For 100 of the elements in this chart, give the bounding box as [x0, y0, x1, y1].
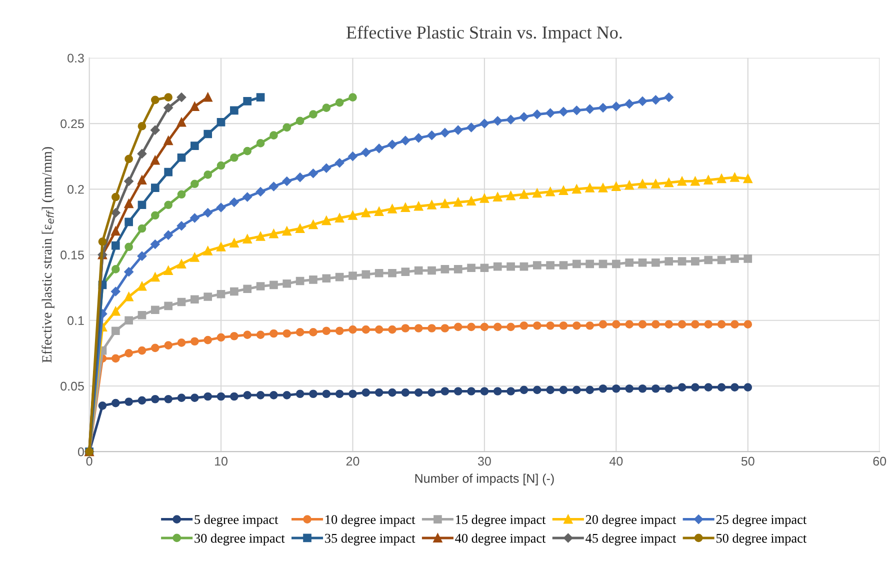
point: [124, 398, 133, 406]
point: [335, 214, 344, 223]
point: [203, 246, 212, 256]
point: [270, 280, 278, 290]
point: [572, 386, 581, 394]
point: [230, 332, 238, 340]
point: [190, 394, 199, 402]
point: [559, 321, 568, 330]
point: [137, 282, 146, 291]
point: [520, 386, 528, 394]
point: [150, 272, 160, 282]
point: [124, 154, 133, 164]
point: [98, 402, 107, 410]
point: [374, 388, 384, 397]
point: [335, 326, 344, 336]
point: [532, 188, 542, 198]
point: [612, 384, 620, 393]
point: [454, 198, 463, 207]
point: [493, 387, 502, 396]
y-tick-label: 0.15: [60, 250, 84, 260]
point: [506, 322, 515, 332]
point: [138, 200, 146, 210]
point: [480, 118, 490, 128]
point: [586, 260, 594, 268]
legend-label: 15 degree impact: [456, 514, 546, 527]
point: [532, 261, 542, 270]
point: [559, 261, 568, 270]
point: [388, 140, 397, 150]
point: [296, 276, 304, 286]
point: [176, 259, 186, 268]
point: [717, 383, 726, 392]
point: [519, 112, 529, 122]
point: [427, 130, 436, 140]
point: [480, 387, 489, 396]
point: [704, 320, 713, 328]
point: [546, 386, 554, 394]
point: [296, 390, 304, 398]
point: [678, 320, 686, 328]
point: [506, 387, 515, 396]
point: [625, 258, 634, 267]
point: [282, 176, 292, 186]
point: [440, 324, 450, 332]
point: [270, 391, 278, 400]
point: [335, 98, 344, 107]
point: [664, 178, 674, 188]
point: [282, 279, 292, 288]
point: [440, 128, 450, 138]
point: [138, 122, 146, 130]
point: [309, 328, 318, 336]
point: [137, 175, 146, 184]
point: [730, 254, 739, 263]
y-axis-title: Effective plastic strain [ε$_{eff}$] (mm/mm): [42, 147, 54, 363]
point: [532, 321, 542, 330]
point: [216, 118, 226, 126]
point: [243, 330, 252, 339]
point: [216, 202, 226, 212]
point: [651, 179, 660, 188]
point: [467, 387, 476, 396]
point: [296, 328, 304, 336]
point: [322, 104, 331, 112]
point: [137, 251, 147, 261]
point: [322, 216, 331, 226]
point: [256, 187, 266, 196]
point: [334, 158, 344, 168]
point: [164, 168, 172, 176]
point: [691, 383, 700, 392]
point: [124, 267, 134, 276]
point: [678, 257, 686, 266]
point: [230, 153, 238, 162]
point: [111, 192, 120, 202]
point: [335, 390, 344, 398]
point: [744, 320, 752, 328]
point: [216, 333, 226, 342]
point: [230, 392, 238, 401]
point: [124, 292, 134, 302]
point: [362, 325, 370, 334]
point: [480, 264, 489, 272]
point: [651, 95, 660, 105]
point: [309, 276, 318, 284]
point: [558, 107, 568, 116]
point: [335, 272, 344, 282]
point: [243, 284, 252, 294]
point: [704, 175, 713, 184]
point: [572, 260, 581, 268]
point: [256, 391, 265, 400]
legend-label: 25 degree impact: [716, 514, 807, 527]
point: [612, 320, 620, 328]
point: [190, 252, 200, 262]
point: [638, 320, 647, 328]
point: [624, 99, 634, 108]
point: [585, 183, 594, 192]
point: [440, 265, 450, 274]
point: [270, 329, 278, 338]
y-tick-label: 0.3: [68, 54, 84, 63]
point: [256, 93, 265, 102]
y-tick-label: 0: [78, 447, 84, 456]
point: [374, 268, 384, 278]
point: [204, 292, 212, 301]
x-axis-title: Number of impacts [N] (-): [415, 474, 554, 486]
point: [216, 161, 226, 170]
